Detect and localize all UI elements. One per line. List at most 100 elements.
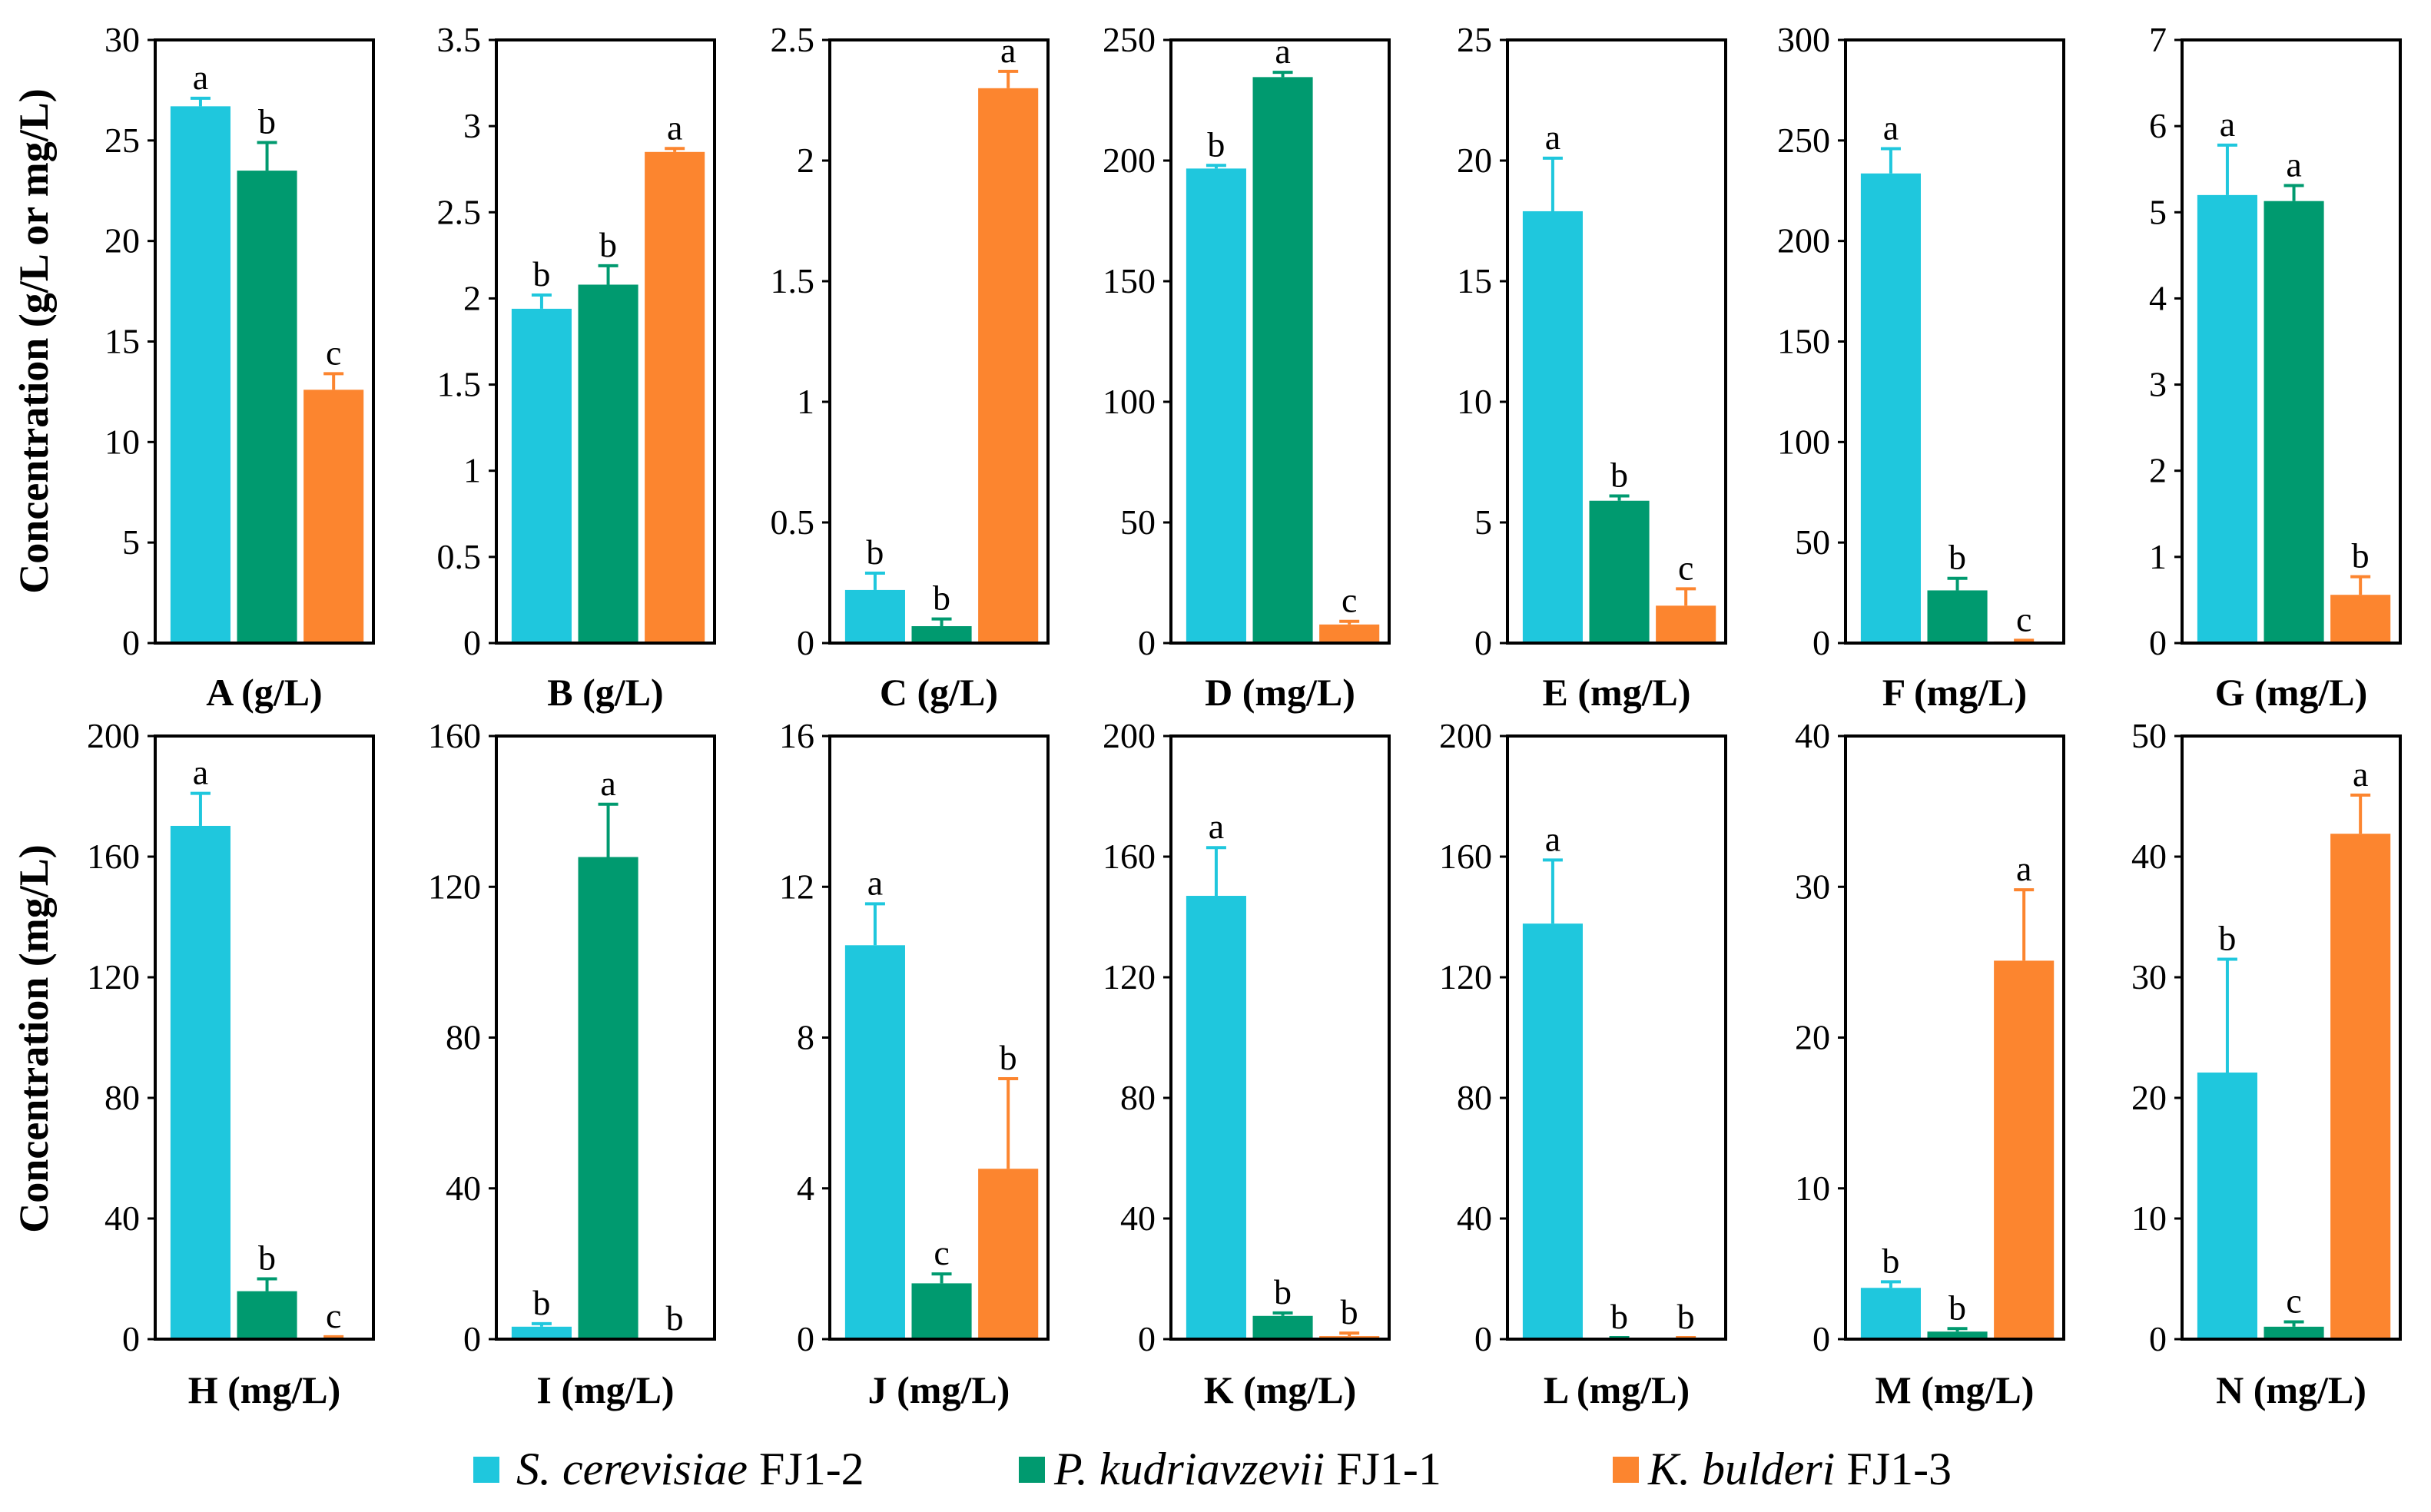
y-tick-label: 2.5 [437,192,482,231]
y-tick-label: 0 [1138,1319,1156,1358]
y-tick-label: 0.5 [437,537,482,576]
y-tick-label: 8 [797,1018,814,1057]
y-tick-label: 40 [2131,837,2167,876]
y-tick-label: 2 [463,278,481,317]
chart-panel-a: a b c 0 5 10 15 20 25 30 A (g/L) Concentration (g/L… [11,20,375,714]
y-tick-label: 0 [2149,1319,2167,1358]
bar-k-bulderi [1994,960,2055,1339]
y-tick-label: 10 [1795,1169,1830,1208]
bar-s-cerevisiae [1186,168,1246,643]
x-axis-label: L (mg/L) [1544,1368,1690,1411]
y-tick-label: 0 [122,1319,140,1358]
y-tick-label: 10 [104,422,140,461]
y-tick-label: 30 [104,20,140,59]
y-tick-label: 20 [2131,1078,2167,1117]
y-tick-label: 3 [463,106,481,145]
significance-letter: a [2016,849,2031,888]
plot-frame [2181,734,2402,1341]
legend-strain-id: FJ1-1 [1336,1444,1441,1494]
significance-letter: a [2220,104,2235,144]
y-tick-label: 2 [2149,451,2167,490]
y-tick-label: 120 [1439,957,1492,996]
bar-k-bulderi [2330,595,2391,643]
significance-letter: b [532,254,550,293]
significance-letter: b [1207,124,1225,164]
y-tick-label: 250 [1777,121,1830,160]
significance-letter: c [2016,599,2031,638]
y-tick-label: 0 [463,1319,481,1358]
significance-letter: b [2352,536,2370,575]
bar-p-kudriavzevii [911,626,972,643]
bar-s-cerevisiae [1522,211,1583,643]
bar-p-kudriavzevii [911,1283,972,1339]
significance-letter: b [1610,455,1628,494]
plot-frame [1169,38,1391,645]
bar-s-cerevisiae [844,589,905,643]
bar-k-bulderi [978,88,1039,644]
y-tick-label: 0 [1474,1319,1492,1358]
legend-species-name: P. kudriavzevii [1053,1444,1325,1494]
legend-species-name: S. cerevisiae [516,1444,748,1494]
y-tick-label: 200 [1439,716,1492,755]
chart-panel-g: a a b 0 1 2 3 4 5 6 7 G (mg/L) [2149,20,2402,714]
x-axis-label: N (mg/L) [2216,1368,2366,1411]
y-tick-label: 25 [1457,20,1492,59]
y-tick-label: 0.5 [771,502,815,542]
x-axis-label: I (mg/L) [536,1368,674,1411]
y-tick-label: 200 [87,716,140,755]
chart-panel-e: a b c 0 5 10 15 20 25 E (mg/L) [1457,20,1727,714]
bar-p-kudriavzevii [2264,201,2324,643]
significance-letter: b [599,225,617,264]
bar-p-kudriavzevii [2264,1326,2324,1339]
chart-panel-b: b b a 0 0.5 1 1.5 2 2.5 3 3.5 B (g/L) [437,20,716,714]
bar-k-bulderi [978,1169,1039,1339]
significance-letter: a [193,58,208,97]
chart-panel-n: b c a 0 10 20 30 40 50 N (mg/L) [2131,716,2402,1411]
y-tick-label: 16 [779,716,814,755]
significance-letter: a [2286,145,2301,184]
y-tick-label: 1.5 [771,261,815,300]
y-tick-label: 200 [1777,221,1830,260]
legend-strain-id: FJ1-2 [759,1444,864,1494]
y-tick-label: 100 [1777,422,1830,461]
bar-s-cerevisiae [170,106,230,644]
bar-k-bulderi [303,390,364,643]
legend-species-name: K. bulderi [1647,1444,1835,1494]
significance-letter: b [666,1298,684,1338]
significance-letter: b [1610,1297,1628,1336]
x-axis-label: M (mg/L) [1875,1368,2035,1411]
y-tick-label: 0 [122,623,140,662]
y-tick-label: 20 [1457,141,1492,180]
y-tick-label: 10 [2131,1199,2167,1238]
bar-s-cerevisiae [511,308,572,643]
bar-p-kudriavzevii [1589,500,1650,643]
y-tick-label: 50 [1120,502,1156,542]
legend-strain-id: FJ1-3 [1846,1444,1952,1494]
legend-label-p-kudriavzevii: P. kudriavzevii FJ1-1 [1053,1444,1441,1494]
y-tick-label: 250 [1103,20,1156,59]
y-tick-label: 40 [446,1169,481,1208]
bar-p-kudriavzevii [1927,590,1988,643]
significance-letter: c [2286,1282,2301,1321]
significance-letter: a [2353,754,2368,794]
bar-p-kudriavzevii [1252,77,1313,643]
y-tick-label: 50 [1795,522,1830,562]
y-tick-label: 200 [1103,716,1156,755]
y-tick-label: 30 [2131,957,2167,996]
bar-s-cerevisiae [2197,1073,2257,1339]
legend-swatch-s-cerevisiae [473,1457,499,1483]
y-tick-label: 6 [2149,106,2167,145]
significance-letter: a [1000,31,1016,70]
significance-letter: a [1275,32,1290,71]
y-tick-label: 0 [2149,623,2167,662]
bar-s-cerevisiae [1522,923,1583,1339]
y-tick-label: 50 [2131,716,2167,755]
significance-letter: b [933,579,950,618]
y-tick-label: 120 [87,957,140,996]
bar-k-bulderi [1319,624,1380,643]
legend: S. cerevisiae FJ1-2 P. kudriavzevii FJ1-1 … [473,1444,1952,1494]
y-tick-label: 0 [1812,1319,1830,1358]
